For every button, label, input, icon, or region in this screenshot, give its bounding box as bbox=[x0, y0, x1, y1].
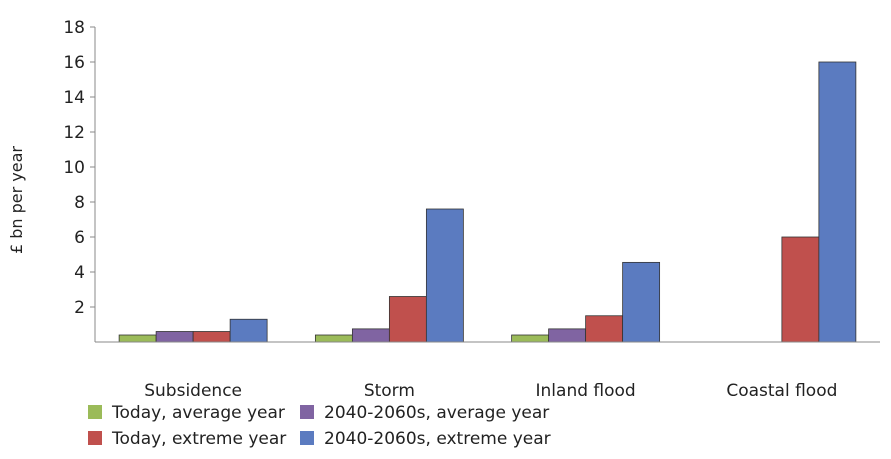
bar-3-4 bbox=[781, 236, 820, 343]
y-tick-label: 10 bbox=[63, 158, 85, 178]
legend-swatch-3 bbox=[88, 431, 102, 445]
y-tick-label: 14 bbox=[63, 88, 85, 108]
y-tick-label: 4 bbox=[74, 263, 85, 283]
legend-swatch-4 bbox=[300, 431, 314, 445]
bar-4-1 bbox=[229, 318, 268, 343]
legend-label-3: Today, extreme year bbox=[111, 429, 286, 449]
x-category-label: Subsidence bbox=[144, 381, 242, 401]
y-tick-label: 2 bbox=[74, 298, 85, 318]
legend-swatch-2 bbox=[300, 405, 314, 419]
bar-1-3 bbox=[511, 334, 550, 343]
x-category-label: Storm bbox=[364, 381, 415, 401]
y-axis: 2 4 6 8 10 12 14 16 18 bbox=[63, 18, 96, 342]
y-axis-label: £ bn per year bbox=[7, 146, 26, 254]
bar-4-3 bbox=[622, 261, 661, 343]
y-tick-label: 18 bbox=[63, 18, 85, 38]
legend-label-1: Today, average year bbox=[111, 403, 285, 423]
bar-3-3 bbox=[585, 315, 624, 343]
legend-label-4: 2040-2060s, extreme year bbox=[324, 429, 551, 449]
bar-3-2 bbox=[388, 296, 427, 343]
bar-2-2 bbox=[351, 328, 390, 343]
bar-2-3 bbox=[548, 328, 587, 343]
x-category-label: Inland flood bbox=[536, 381, 636, 401]
bar-1-2 bbox=[314, 334, 353, 343]
x-category-label: Coastal flood bbox=[726, 381, 837, 401]
bar-4-4 bbox=[818, 61, 857, 343]
legend-label-2: 2040-2060s, average year bbox=[324, 403, 549, 423]
bars bbox=[118, 61, 857, 343]
x-axis: Subsidence Storm Inland flood Coastal flood bbox=[95, 341, 880, 401]
bar-2-1 bbox=[155, 331, 194, 343]
bar-1-1 bbox=[118, 334, 157, 343]
y-tick-label: 12 bbox=[63, 123, 85, 143]
y-tick-label: 8 bbox=[74, 193, 85, 213]
legend-swatch-1 bbox=[88, 405, 102, 419]
bar-4-2 bbox=[425, 208, 464, 343]
y-tick-label: 16 bbox=[63, 53, 85, 73]
legend: Today, average year 2040-2060s, average y… bbox=[88, 403, 551, 449]
bar-3-1 bbox=[192, 331, 231, 343]
y-tick-label: 6 bbox=[74, 228, 85, 248]
